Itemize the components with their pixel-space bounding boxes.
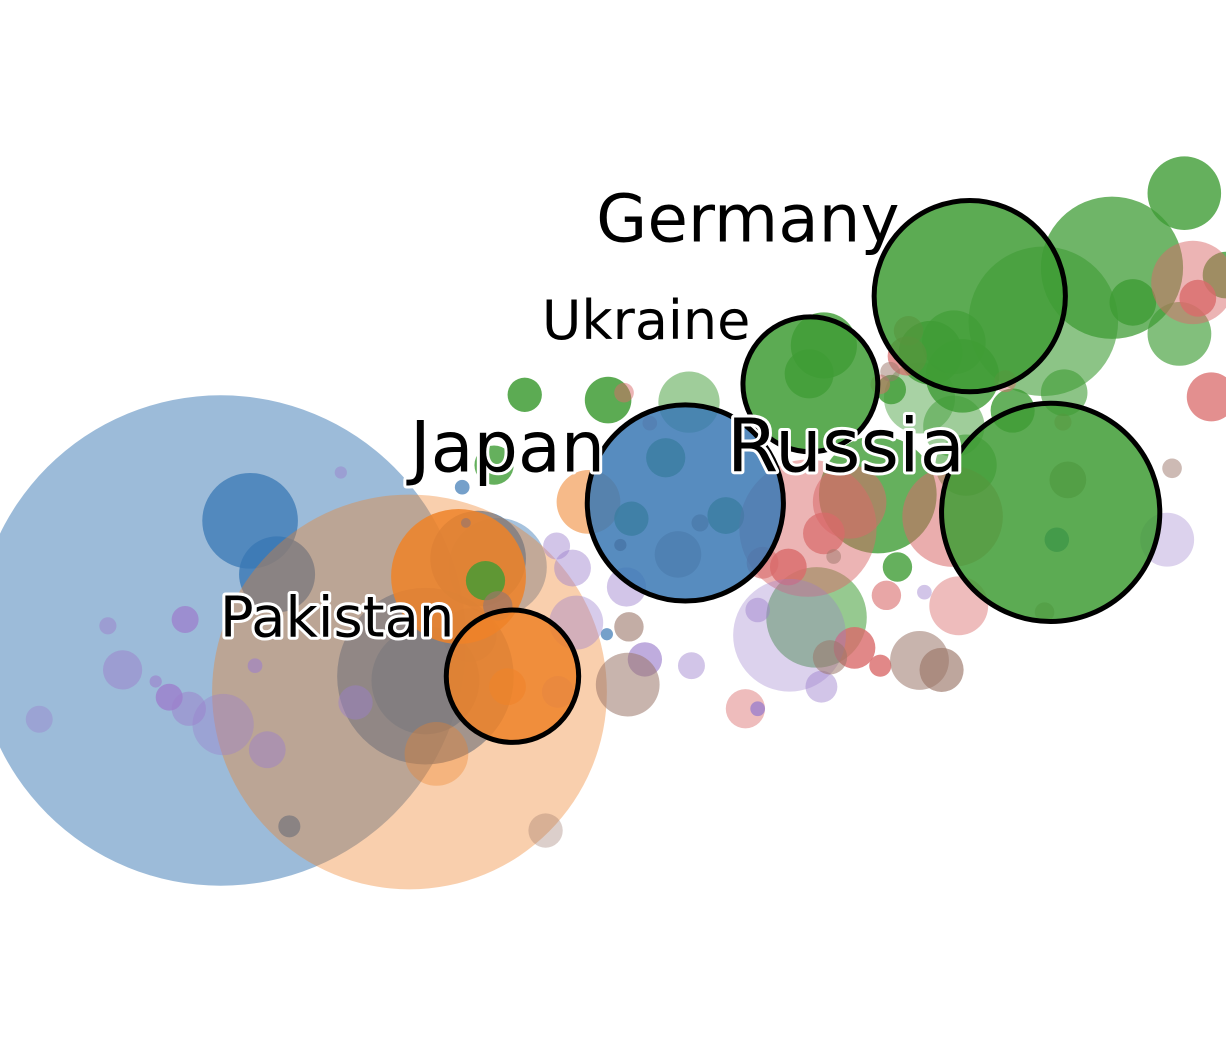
bubble-green-0 <box>1147 156 1222 230</box>
bubble-russia[interactable] <box>941 403 1160 622</box>
label-pakistan: Pakistan <box>220 585 455 650</box>
bubble-purple-9 <box>171 606 199 633</box>
bubble-ukraine[interactable] <box>742 316 878 452</box>
label-ukraine: Ukraine <box>542 289 751 352</box>
bubble-red-2 <box>1186 372 1226 422</box>
bubble-purple-18 <box>805 670 838 703</box>
bubble-blue-10 <box>600 628 613 641</box>
bubble-purple-19 <box>917 584 932 600</box>
bubble-purple-17 <box>745 597 770 623</box>
bubble-japan[interactable] <box>587 404 784 602</box>
bubble-purple-20 <box>750 701 766 717</box>
bubble-purple-24 <box>247 658 263 674</box>
label-germany: Germany <box>596 181 899 258</box>
bubble-blue-8 <box>278 815 301 838</box>
bubble-purple-16 <box>677 652 705 680</box>
bubble-brown-2 <box>919 647 964 692</box>
country-labels-layer: Germany Ukraine Japan Russia Pakistan <box>217 178 968 654</box>
bubble-purple-5 <box>543 532 571 560</box>
label-japan: Japan <box>406 406 605 488</box>
bubble-green-25 <box>882 552 913 582</box>
bubble-green-16 <box>474 445 514 485</box>
bubble-purple-22 <box>99 617 117 635</box>
bubble-purple-21 <box>334 466 347 479</box>
highlight-ring-pakistan <box>443 607 582 745</box>
bubble-brown-7 <box>528 813 563 848</box>
bubble-red-1 <box>1179 279 1217 317</box>
bubble-brown-10 <box>880 361 900 382</box>
bubble-brown-5 <box>812 640 848 675</box>
bubble-green-23 <box>1109 279 1157 326</box>
bubble-brown-4 <box>614 612 644 642</box>
bubble-blue-9 <box>454 479 470 495</box>
bubble-purple-23 <box>149 675 162 688</box>
highlight-ring-germany <box>871 197 1068 395</box>
bubble-red-15 <box>725 689 766 729</box>
bubble-brown-13 <box>826 549 842 564</box>
highlight-ring-japan <box>584 402 786 604</box>
bubble-brown-14 <box>460 517 471 528</box>
bubble-red-7 <box>769 548 807 586</box>
bubble-red-17 <box>614 382 634 403</box>
bubble-blue-2 <box>239 536 316 613</box>
highlight-rings-layer <box>443 197 1163 745</box>
bubble-blue-0 <box>0 395 466 886</box>
bubble-red-10 <box>871 580 902 611</box>
bubble-red-6 <box>803 512 845 555</box>
highlight-ring-ukraine <box>740 314 881 455</box>
highlight-ring-russia <box>939 400 1163 625</box>
bubble-purple-10 <box>155 683 183 711</box>
bubble-purple-13 <box>248 731 286 769</box>
bubble-orange-3 <box>404 722 469 786</box>
bubble-brown-0 <box>595 652 660 717</box>
bubble-brown-9 <box>1162 458 1182 479</box>
bubble-pakistan[interactable] <box>446 609 579 743</box>
bubble-purple-11 <box>102 650 143 690</box>
bubble-green-15 <box>507 377 542 412</box>
bubble-purple-7 <box>192 693 254 756</box>
label-russia: Russia <box>727 403 965 489</box>
bubble-purple-3 <box>554 549 591 587</box>
bubble-green-20 <box>465 561 506 601</box>
bubble-germany[interactable] <box>874 200 1066 392</box>
bubble-red-16 <box>869 654 892 677</box>
bubble-purple-15 <box>338 685 373 720</box>
bubble-purple-12 <box>25 705 53 733</box>
